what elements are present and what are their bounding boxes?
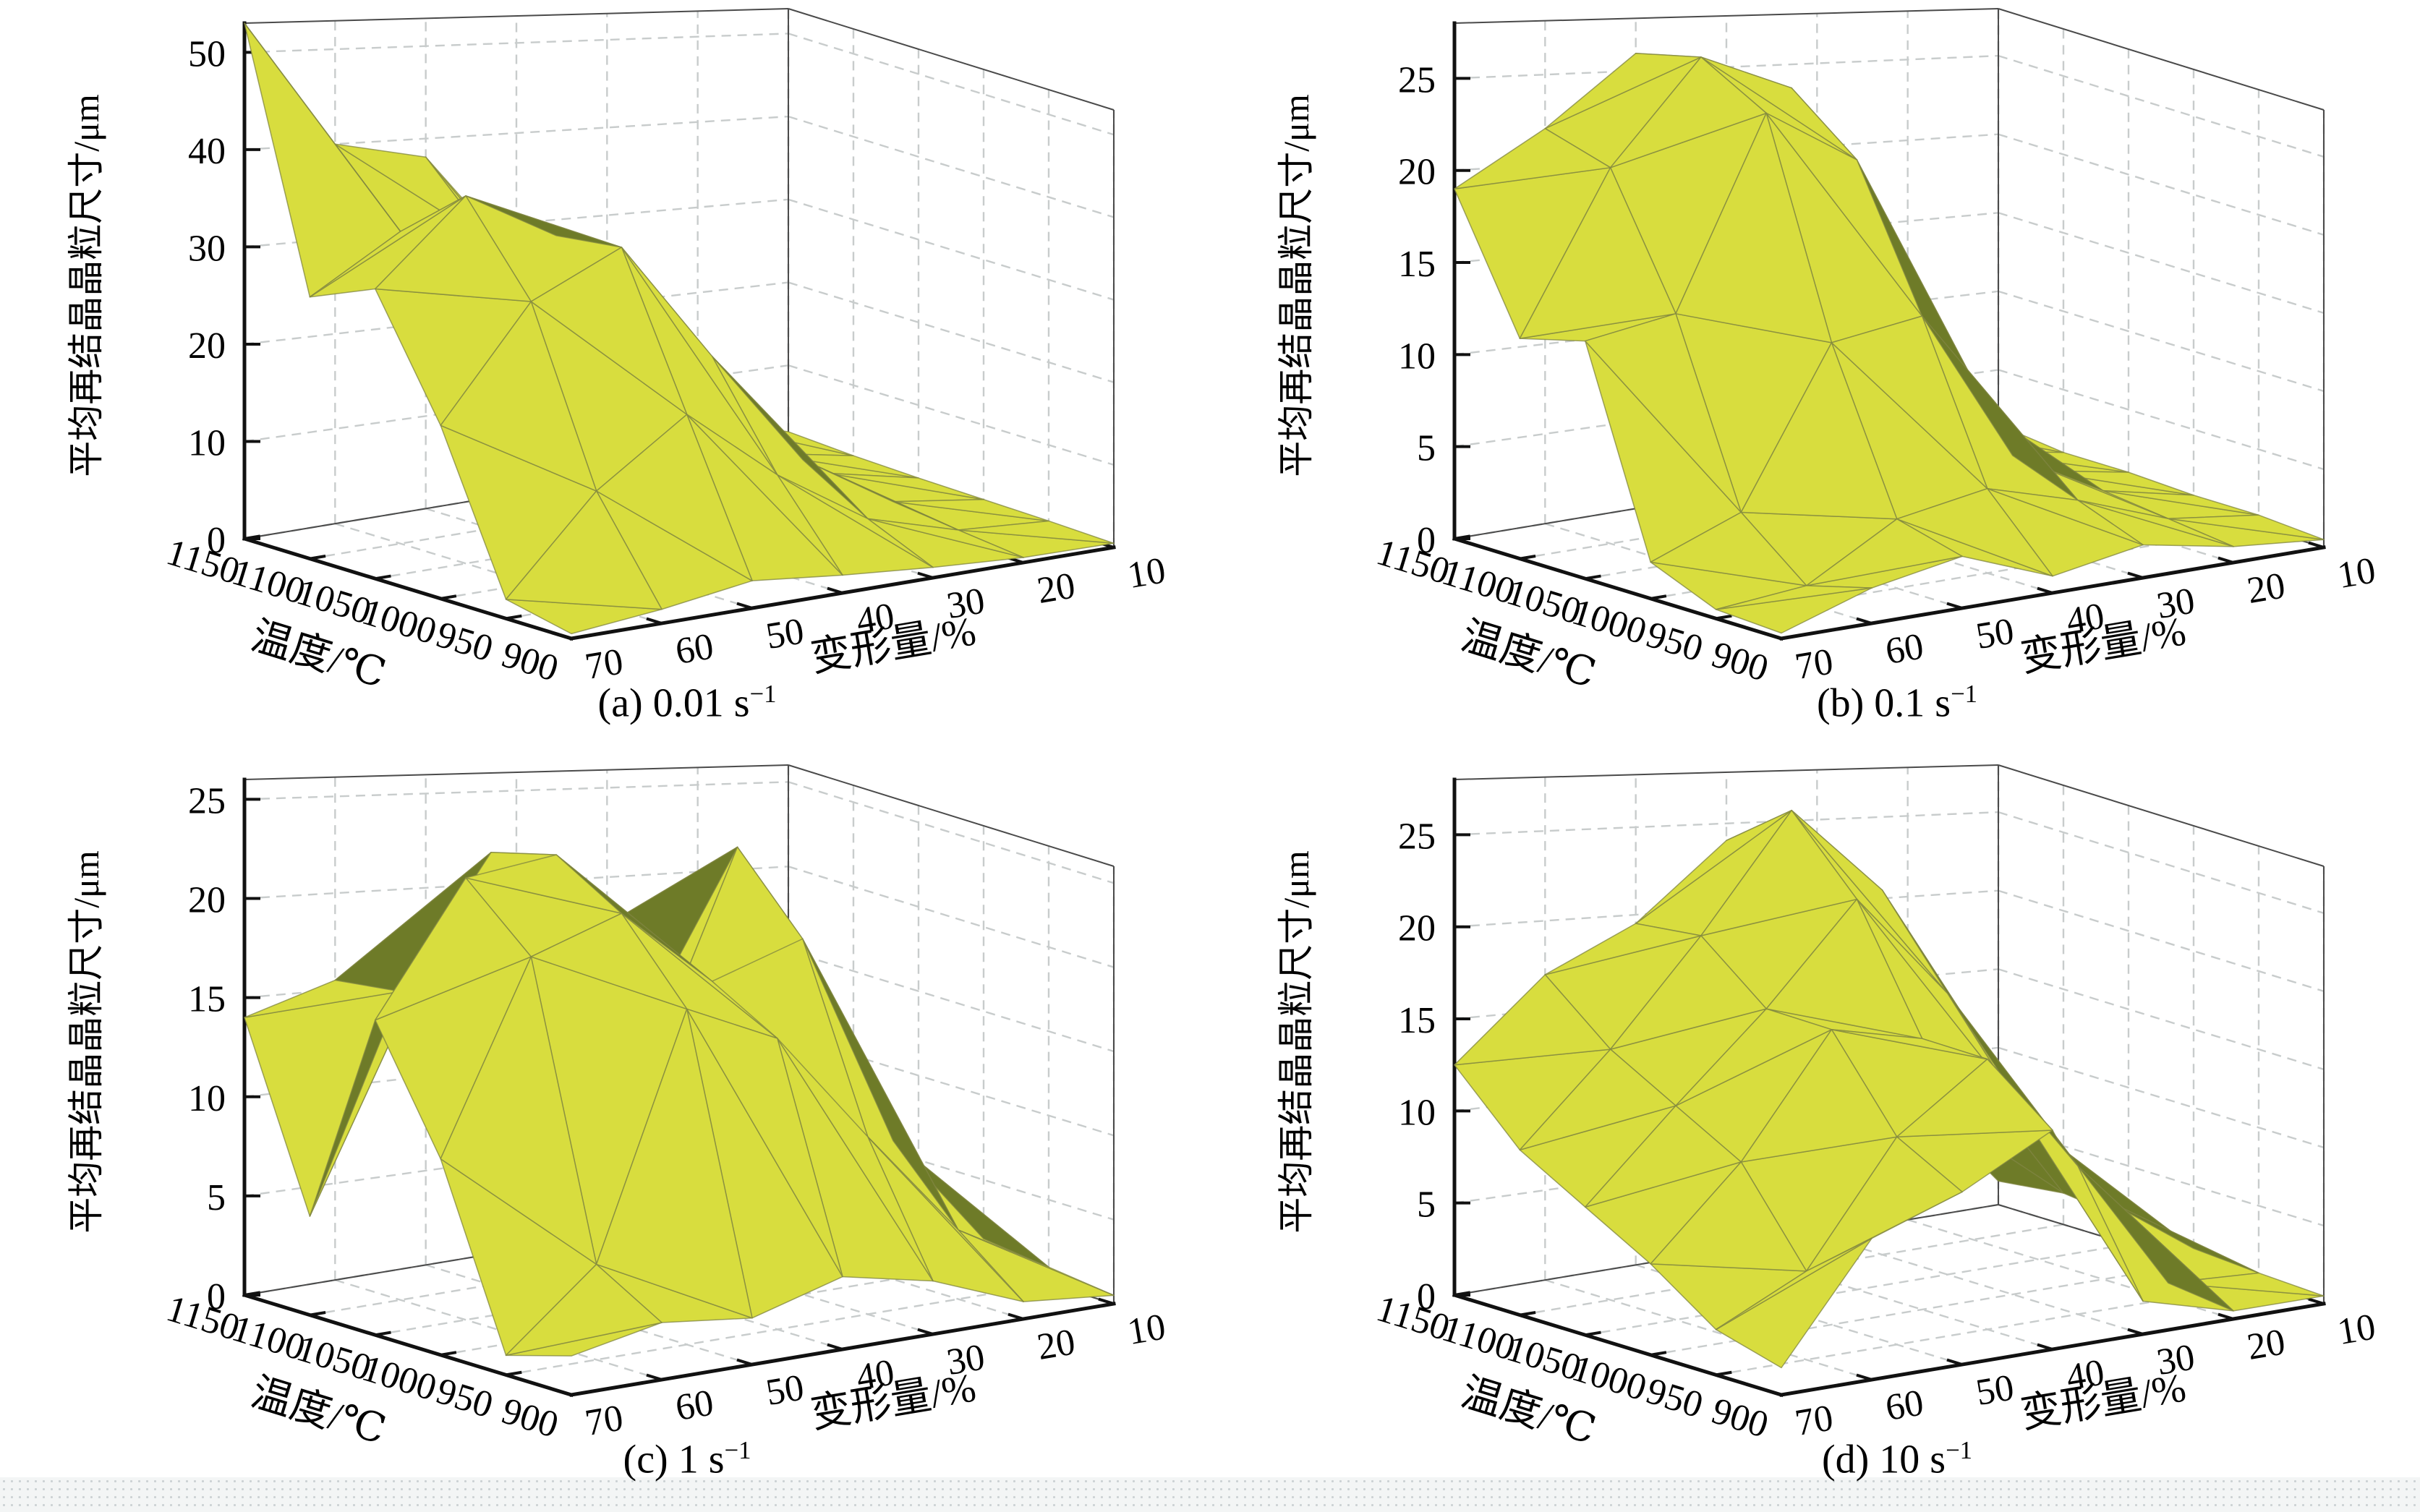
svg-text:60: 60 xyxy=(673,625,717,672)
svg-text:950: 950 xyxy=(1642,614,1708,670)
svg-text:20: 20 xyxy=(2244,565,2288,612)
panel-d: 0 5 10 15 20 25 1150 1100 1050 1000 950 900 70 60 50 40… xyxy=(1210,756,2420,1512)
svg-text:20: 20 xyxy=(1034,1321,1078,1368)
svg-text:1000: 1000 xyxy=(1567,1348,1651,1409)
svg-text:10: 10 xyxy=(2335,1306,2379,1353)
svg-text:70: 70 xyxy=(582,641,626,688)
svg-text:平均再结晶晶粒尺寸/μm: 平均再结晶晶粒尺寸/μm xyxy=(66,850,106,1234)
svg-text:70: 70 xyxy=(1792,641,1836,688)
svg-text:30: 30 xyxy=(2154,580,2198,627)
svg-text:950: 950 xyxy=(432,1370,498,1426)
caption-d: (d) 10 s−1 xyxy=(1376,1436,2418,1483)
svg-text:10: 10 xyxy=(1125,1306,1169,1353)
svg-text:50: 50 xyxy=(763,610,807,657)
caption-b-text: (b) 0.1 s xyxy=(1816,680,1951,726)
svg-text:10: 10 xyxy=(188,1078,226,1119)
svg-text:20: 20 xyxy=(188,880,226,921)
svg-text:25: 25 xyxy=(1398,59,1436,101)
caption-a: (a) 0.01 s−1 xyxy=(166,680,1208,727)
svg-text:15: 15 xyxy=(188,979,226,1020)
svg-text:0: 0 xyxy=(207,520,226,561)
panel-a: 0 10 20 30 40 50 1150 1100 1050 1000 950 900 70 60 50 4… xyxy=(0,0,1210,756)
svg-text:30: 30 xyxy=(944,1336,988,1383)
svg-text:20: 20 xyxy=(1034,565,1078,612)
svg-text:30: 30 xyxy=(188,228,226,269)
svg-text:10: 10 xyxy=(2335,550,2379,597)
svg-text:20: 20 xyxy=(1398,152,1436,193)
svg-text:1000: 1000 xyxy=(357,591,441,653)
svg-text:60: 60 xyxy=(1883,625,1927,672)
svg-text:50: 50 xyxy=(763,1367,807,1414)
svg-text:40: 40 xyxy=(2063,1351,2108,1398)
svg-text:25: 25 xyxy=(188,780,226,821)
svg-text:5: 5 xyxy=(207,1177,226,1218)
svg-text:平均再结晶晶粒尺寸/μm: 平均再结晶晶粒尺寸/μm xyxy=(66,94,106,477)
svg-text:50: 50 xyxy=(188,33,226,74)
svg-text:50: 50 xyxy=(1973,1367,2017,1414)
svg-text:30: 30 xyxy=(2154,1336,2198,1383)
svg-text:10: 10 xyxy=(188,422,226,464)
svg-text:5: 5 xyxy=(1417,428,1436,469)
svg-text:0: 0 xyxy=(1417,520,1436,561)
panel-b: 0 5 10 15 20 25 1150 1100 1050 1000 950 900 70 60 50 40… xyxy=(1210,0,2420,756)
svg-text:40: 40 xyxy=(853,1351,898,1398)
svg-text:40: 40 xyxy=(188,131,226,172)
svg-text:70: 70 xyxy=(582,1397,626,1444)
panel-c: 0 5 10 15 20 25 1150 1100 1050 1000 950 900 70 60 50 40… xyxy=(0,756,1210,1512)
svg-text:20: 20 xyxy=(2244,1321,2288,1368)
caption-b: (b) 0.1 s−1 xyxy=(1376,680,2418,727)
svg-text:30: 30 xyxy=(944,580,988,627)
caption-d-sup: −1 xyxy=(1946,1436,1973,1464)
svg-text:5: 5 xyxy=(1417,1184,1436,1226)
svg-text:60: 60 xyxy=(673,1382,717,1429)
svg-text:950: 950 xyxy=(432,614,498,670)
svg-text:20: 20 xyxy=(188,325,226,367)
svg-text:10: 10 xyxy=(1398,336,1436,377)
svg-text:40: 40 xyxy=(2063,595,2108,642)
svg-text:1000: 1000 xyxy=(357,1348,441,1409)
caption-c: (c) 1 s−1 xyxy=(166,1436,1208,1483)
svg-text:40: 40 xyxy=(853,595,898,642)
svg-text:1000: 1000 xyxy=(1567,591,1651,653)
svg-text:20: 20 xyxy=(1398,908,1436,949)
caption-a-sup: −1 xyxy=(749,680,777,708)
svg-text:0: 0 xyxy=(207,1276,226,1317)
caption-c-sup: −1 xyxy=(724,1436,751,1464)
svg-text:10: 10 xyxy=(1398,1092,1436,1133)
svg-text:60: 60 xyxy=(1883,1382,1927,1429)
svg-text:950: 950 xyxy=(1642,1370,1708,1426)
svg-text:50: 50 xyxy=(1973,610,2017,657)
svg-text:10: 10 xyxy=(1125,550,1169,597)
caption-c-text: (c) 1 s xyxy=(623,1437,725,1482)
svg-text:70: 70 xyxy=(1792,1397,1836,1444)
svg-text:25: 25 xyxy=(1398,816,1436,857)
svg-text:平均再结晶晶粒尺寸/μm: 平均再结晶晶粒尺寸/μm xyxy=(1276,94,1316,477)
page-bottom-texture xyxy=(0,1477,2420,1512)
svg-text:平均再结晶晶粒尺寸/μm: 平均再结晶晶粒尺寸/μm xyxy=(1276,850,1316,1234)
svg-text:15: 15 xyxy=(1398,244,1436,285)
svg-text:15: 15 xyxy=(1398,1000,1436,1041)
caption-b-sup: −1 xyxy=(1951,680,1978,708)
caption-d-text: (d) 10 s xyxy=(1821,1437,1946,1482)
caption-a-text: (a) 0.01 s xyxy=(597,680,750,726)
svg-text:0: 0 xyxy=(1417,1276,1436,1317)
